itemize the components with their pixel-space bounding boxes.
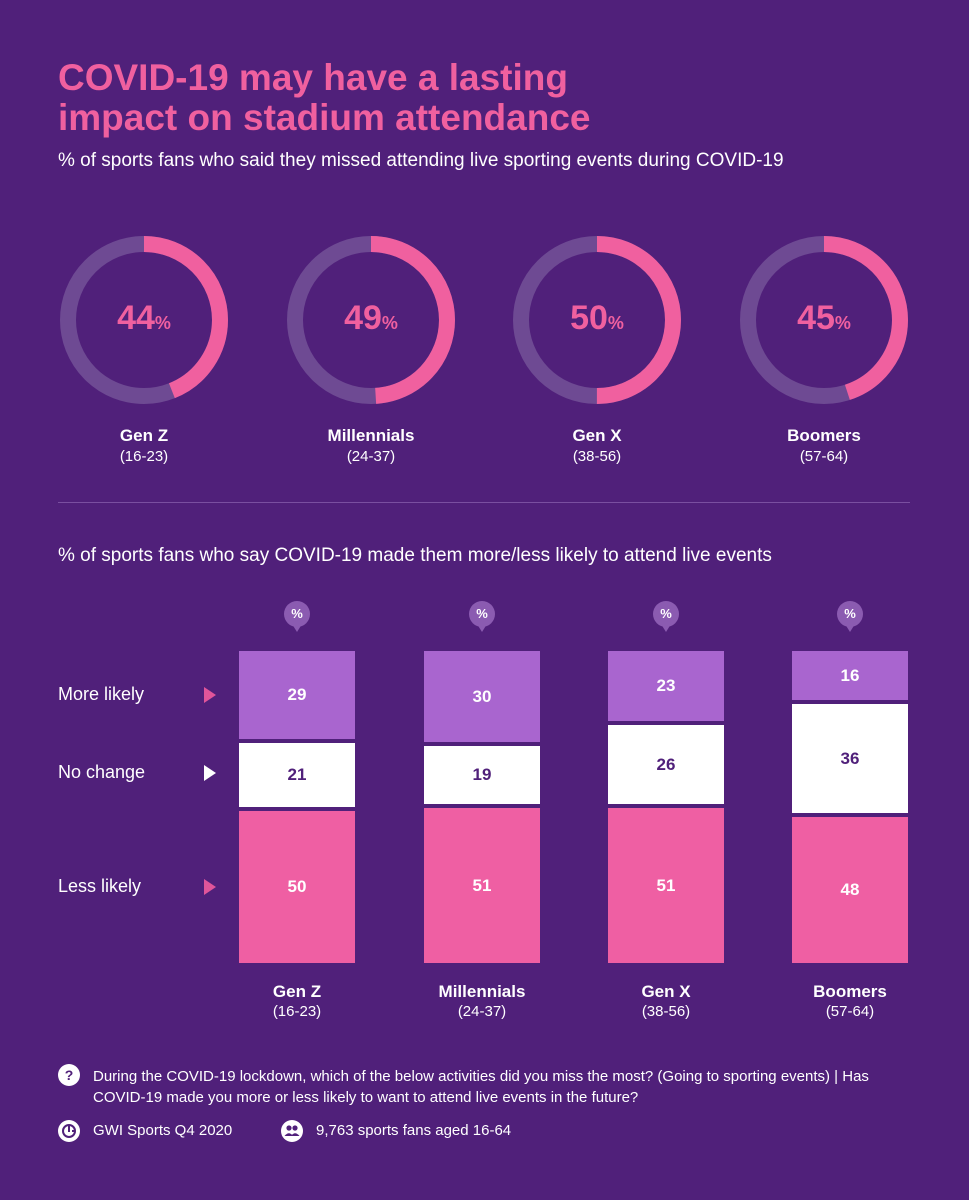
donut-ring <box>60 236 228 404</box>
percent-pin-icon: % <box>284 601 310 635</box>
bar-category-range: (57-64) <box>825 1003 875 1020</box>
bar-segment-more: 16 <box>792 651 908 700</box>
people-icon <box>281 1120 303 1142</box>
bar-segment-none: 21 <box>239 743 355 807</box>
donut-section-subtitle: % of sports fans who said they missed at… <box>58 150 784 171</box>
question-icon: ? <box>58 1064 80 1086</box>
donut-3: 45% <box>736 232 912 408</box>
bar-category-label: Millennials <box>438 982 526 1001</box>
donut-0: 44% <box>56 232 232 408</box>
percent-pin-symbol: % <box>653 601 679 627</box>
bar-segment-none: 26 <box>608 725 724 804</box>
bar-category-range: (38-56) <box>641 1003 691 1020</box>
donut-number: 50 <box>570 299 608 337</box>
bar-segment-more: 23 <box>608 651 724 721</box>
donut-generation-range: (16-23) <box>119 448 169 465</box>
row-label-no-change: No change <box>58 762 146 782</box>
percent-pin-icon: % <box>837 601 863 635</box>
bar-segment-less: 51 <box>608 808 724 963</box>
page-title: COVID-19 may have a lasting impact on st… <box>58 58 758 138</box>
donut-arc <box>513 236 681 404</box>
donut-generation-label: Gen Z <box>119 426 169 445</box>
bar-segment-more: 30 <box>424 651 540 742</box>
source-label: GWI Sports Q4 2020 <box>93 1122 233 1139</box>
stacked-bar: 30 19 51 <box>424 651 540 963</box>
percent-pin-tip <box>845 624 855 632</box>
percent-pin-tip <box>292 624 302 632</box>
donut-value: 44% <box>56 298 232 343</box>
donut-value: 50% <box>509 298 685 343</box>
arrow-more-likely-icon <box>204 687 216 703</box>
donut-ring <box>740 236 908 404</box>
percent-pin-symbol: % <box>837 601 863 627</box>
donut-1: 49% <box>283 232 459 408</box>
bar-segment-none: 36 <box>792 704 908 813</box>
donut-2: 50% <box>509 232 685 408</box>
donut-ring <box>513 236 681 404</box>
bar-segment-less: 50 <box>239 811 355 963</box>
section-divider <box>58 502 910 503</box>
bar-section-subtitle: % of sports fans who say COVID-19 made t… <box>58 545 772 566</box>
gwi-logo-icon <box>58 1120 80 1142</box>
donut-unit: % <box>381 313 398 333</box>
page-title-line-2: impact on stadium attendance <box>58 97 591 138</box>
bar-category-range: (16-23) <box>272 1003 322 1020</box>
percent-pin-symbol: % <box>469 601 495 627</box>
percent-pin-tip <box>661 624 671 632</box>
row-label-more-likely: More likely <box>58 684 145 704</box>
donut-unit: % <box>607 313 624 333</box>
donut-arc <box>60 236 228 404</box>
arrow-no-change-icon <box>204 765 216 781</box>
donut-generation-range: (38-56) <box>572 448 622 465</box>
donut-unit: % <box>154 313 171 333</box>
donut-unit: % <box>834 313 851 333</box>
bar-segment-less: 51 <box>424 808 540 963</box>
stacked-bar: 16 36 48 <box>792 651 908 963</box>
bar-category-label: Gen X <box>641 982 691 1001</box>
bar-segment-less: 48 <box>792 817 908 963</box>
donut-generation-label: Gen X <box>572 426 622 445</box>
donut-value: 45% <box>736 298 912 343</box>
bar-segment-more: 29 <box>239 651 355 739</box>
stacked-bar: 23 26 51 <box>608 651 724 963</box>
donut-generation-label: Millennials <box>327 426 415 445</box>
percent-pin-icon: % <box>653 601 679 635</box>
bar-category-label: Gen Z <box>272 982 322 1001</box>
bar-category-range: (24-37) <box>457 1003 507 1020</box>
stacked-bar: 29 21 50 <box>239 651 355 963</box>
donut-ring <box>287 236 455 404</box>
row-label-less-likely: Less likely <box>58 876 142 896</box>
arrow-less-likely-icon <box>204 879 216 895</box>
donut-arc <box>740 236 908 404</box>
donut-arc <box>287 236 455 404</box>
percent-pin-tip <box>477 624 487 632</box>
donut-generation-range: (57-64) <box>799 448 849 465</box>
survey-question: During the COVID-19 lockdown, which of t… <box>93 1068 869 1106</box>
bar-segment-none: 19 <box>424 746 540 804</box>
page-title-line-1: COVID-19 may have a lasting <box>58 57 568 98</box>
sample-label: 9,763 sports fans aged 16-64 <box>316 1122 512 1139</box>
bar-category-label: Boomers <box>813 982 887 1001</box>
donut-number: 44 <box>117 299 155 337</box>
donut-number: 49 <box>344 299 382 337</box>
donut-generation-label: Boomers <box>787 426 861 445</box>
donut-value: 49% <box>283 298 459 343</box>
percent-pin-symbol: % <box>284 601 310 627</box>
donut-generation-range: (24-37) <box>346 448 396 465</box>
donut-number: 45 <box>797 299 835 337</box>
percent-pin-icon: % <box>469 601 495 635</box>
